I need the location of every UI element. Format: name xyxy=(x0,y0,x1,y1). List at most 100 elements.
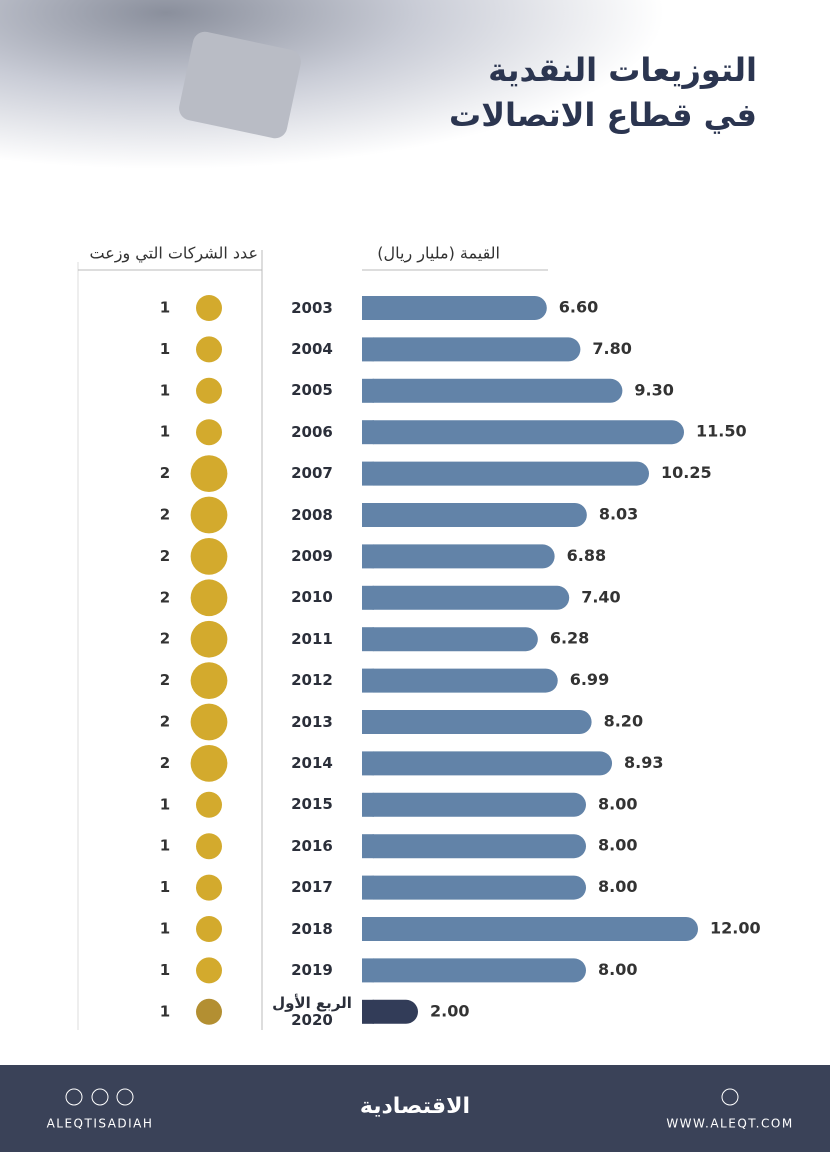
bubble xyxy=(196,419,222,446)
bar xyxy=(362,544,555,569)
category-label: 2014 xyxy=(291,753,333,772)
bar-base xyxy=(362,420,374,445)
count-label: 1 xyxy=(160,878,170,896)
bar-base xyxy=(362,378,374,403)
category-text: 2008 xyxy=(291,505,333,524)
bar-base xyxy=(362,503,374,527)
category-label: 2009 xyxy=(291,547,333,564)
value-label: 11.50 xyxy=(696,422,747,441)
count-label: 1 xyxy=(160,423,170,441)
category-text: 2014 xyxy=(291,753,333,772)
category-text: 2018 xyxy=(291,919,333,938)
value-label: 12.00 xyxy=(710,919,761,938)
count-label: 2 xyxy=(160,713,170,731)
bubble xyxy=(196,295,222,321)
bar xyxy=(362,296,547,320)
count-label: 2 xyxy=(160,671,170,689)
bar-base xyxy=(362,710,374,734)
count-label: 1 xyxy=(160,837,170,855)
bar-base xyxy=(362,585,374,610)
title: التوزيعات النقدية xyxy=(488,51,757,89)
bar-base xyxy=(362,917,374,941)
bar xyxy=(362,420,684,445)
footer-website: WWW.ALEQT.COM xyxy=(666,1117,793,1131)
bar-base xyxy=(362,751,374,776)
bubble xyxy=(190,496,228,534)
count-label: 1 xyxy=(160,340,170,358)
value-label: 7.80 xyxy=(592,339,631,358)
category-label: 2003 xyxy=(291,298,333,317)
category-label: 2011 xyxy=(291,630,333,647)
facebook-icon[interactable] xyxy=(91,1088,109,1106)
category-label: 2007 xyxy=(291,464,333,483)
bubble xyxy=(196,998,222,1025)
category-label: 2016 xyxy=(291,836,333,855)
category-label: 2018 xyxy=(291,919,333,938)
count-label: 1 xyxy=(160,920,170,938)
value-label: 8.03 xyxy=(599,505,638,524)
instagram-icon[interactable] xyxy=(65,1088,83,1106)
value-label: 6.60 xyxy=(559,298,598,317)
title: في قطاع الاتصالات xyxy=(449,96,757,134)
web-icon[interactable] xyxy=(721,1088,739,1106)
bubble xyxy=(196,957,222,984)
bar xyxy=(362,461,649,486)
footer-logo: الاقتصادية xyxy=(360,1094,470,1119)
bar-base xyxy=(362,875,374,900)
category-label: 2008 xyxy=(291,505,333,524)
category-text: 2003 xyxy=(291,298,333,317)
bubble xyxy=(190,745,228,782)
count-label: 2 xyxy=(160,754,170,772)
value-label: 8.93 xyxy=(624,753,663,772)
category-text: 2012 xyxy=(291,671,333,690)
bar-base xyxy=(362,668,374,693)
value-label: 8.20 xyxy=(604,712,643,731)
value-label: 10.25 xyxy=(661,463,712,482)
value-label: 6.99 xyxy=(570,670,609,689)
category-text: 2005 xyxy=(291,381,333,400)
value-label: 6.28 xyxy=(550,629,589,648)
count-label: 1 xyxy=(160,961,170,979)
value-label: 6.88 xyxy=(567,546,606,565)
category-label: 2013 xyxy=(291,712,333,731)
footer xyxy=(0,1065,830,1152)
phone-image xyxy=(179,31,301,139)
bar-base xyxy=(362,792,374,817)
category-label: 2019 xyxy=(291,961,333,978)
bubble xyxy=(196,916,222,942)
bar-base xyxy=(362,999,374,1024)
bubble xyxy=(196,377,222,404)
bubble xyxy=(190,662,228,699)
bar xyxy=(362,751,613,776)
twitter-icon[interactable] xyxy=(116,1088,134,1106)
category-text: 2016 xyxy=(291,836,333,855)
value-label: 9.30 xyxy=(634,380,673,399)
category-label: 2006 xyxy=(291,423,333,440)
bubble xyxy=(190,455,228,492)
bar xyxy=(362,378,623,403)
category-text: 2004 xyxy=(291,339,333,358)
category-text: الربع الأول 2020 xyxy=(272,993,352,1029)
bar-base xyxy=(362,627,374,652)
category-label: 2010 xyxy=(291,589,333,606)
axis-header: القيمة (مليار ريال) xyxy=(377,244,500,264)
count-label: 1 xyxy=(160,381,170,399)
category-text: 2013 xyxy=(291,712,333,731)
header-image xyxy=(0,0,830,260)
bubble xyxy=(190,703,228,741)
bubble xyxy=(190,620,228,658)
bar xyxy=(362,503,587,527)
category-text: 2007 xyxy=(291,464,333,483)
footer-handle: ALEQTISADIAH xyxy=(47,1117,154,1131)
bar xyxy=(362,710,592,734)
value-label: 2.00 xyxy=(430,1001,469,1020)
axis-header: عدد الشركات التي وزعت xyxy=(90,244,259,264)
value-label: 8.00 xyxy=(598,794,637,813)
count-label: 1 xyxy=(160,1002,170,1020)
bar xyxy=(362,627,538,652)
value-label: 7.40 xyxy=(581,587,620,606)
value-label: 8.00 xyxy=(598,960,637,979)
bubble xyxy=(196,791,222,818)
category-label: 2017 xyxy=(291,879,333,896)
count-label: 2 xyxy=(160,547,170,565)
